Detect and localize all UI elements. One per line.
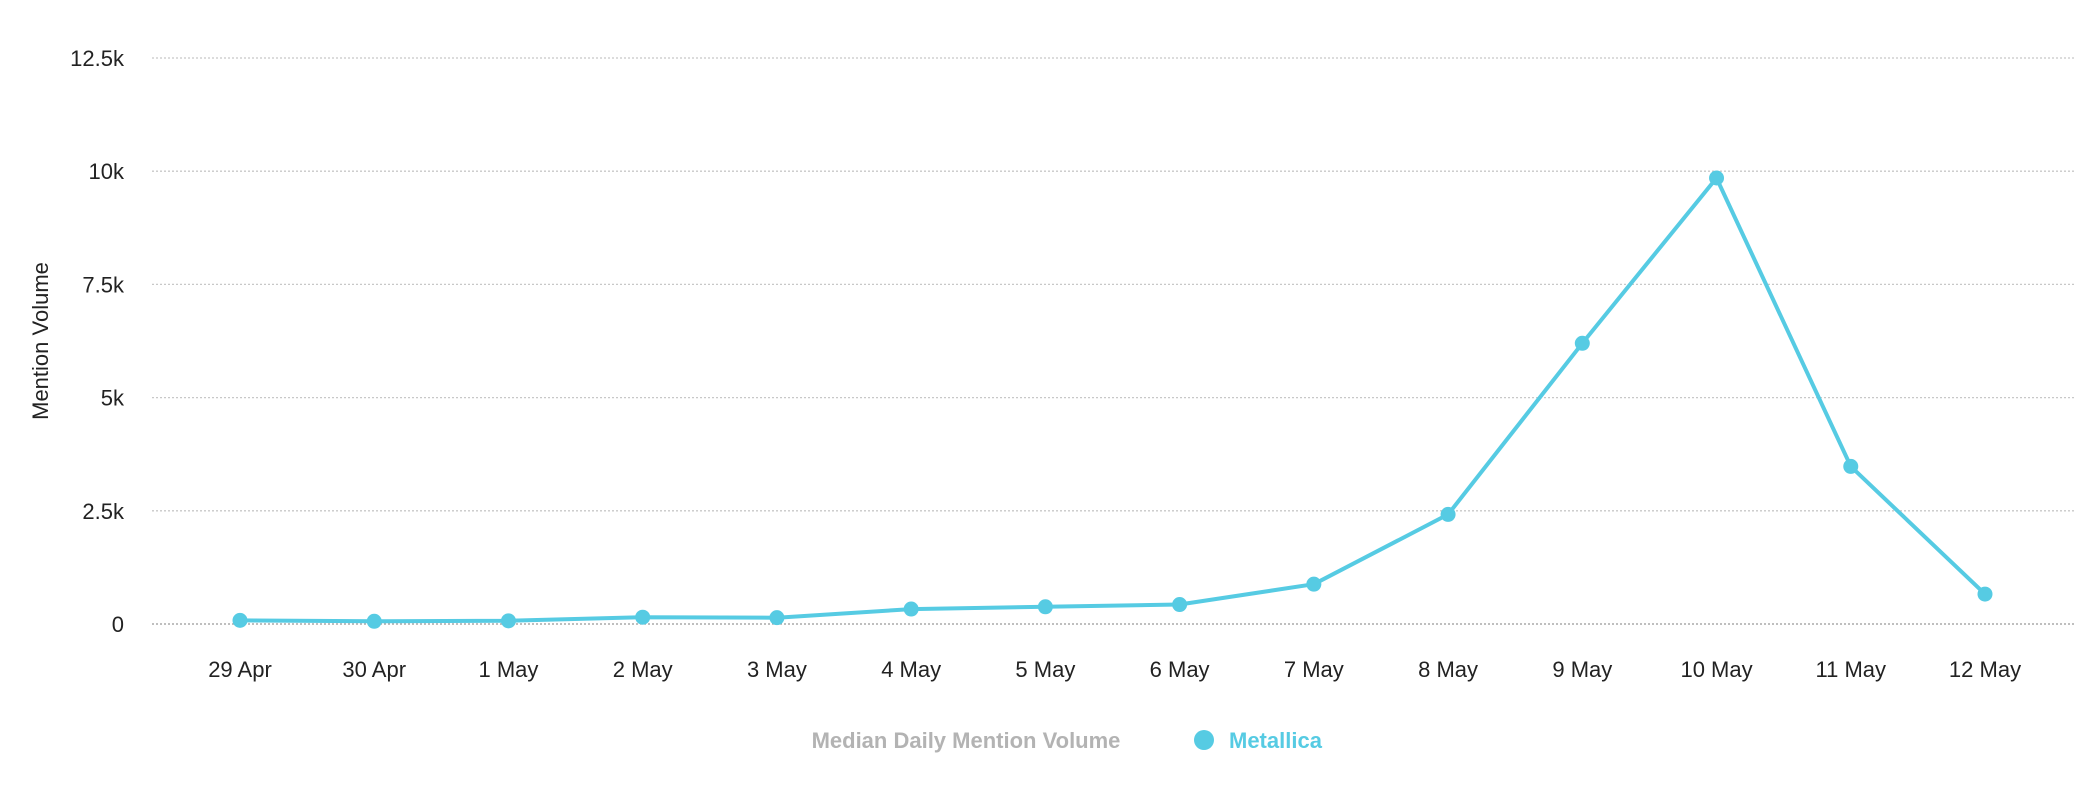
x-tick-label: 6 May <box>1150 657 1210 682</box>
legend: Median Daily Mention Volume Metallica <box>812 728 1323 753</box>
data-point[interactable] <box>635 609 651 625</box>
x-tick-label: 1 May <box>479 657 539 682</box>
data-point[interactable] <box>500 613 516 629</box>
data-point[interactable] <box>366 613 382 629</box>
data-point[interactable] <box>232 612 248 628</box>
data-point[interactable] <box>769 610 785 626</box>
y-tick-label: 12.5k <box>70 46 125 71</box>
x-tick-label: 7 May <box>1284 657 1344 682</box>
legend-item-median-daily-mention-volume[interactable]: Median Daily Mention Volume <box>812 728 1121 753</box>
x-tick-label: 12 May <box>1949 657 2021 682</box>
legend-marker-icon <box>1194 730 1214 750</box>
x-tick-label: 8 May <box>1418 657 1478 682</box>
data-point[interactable] <box>1977 586 1993 602</box>
x-tick-label: 2 May <box>613 657 673 682</box>
data-point[interactable] <box>1843 458 1859 474</box>
x-tick-label: 5 May <box>1015 657 1075 682</box>
data-point[interactable] <box>1709 170 1725 186</box>
y-tick-label: 7.5k <box>82 272 125 297</box>
y-tick-label: 2.5k <box>82 499 125 524</box>
gridlines <box>152 57 2075 625</box>
y-tick-label: 10k <box>89 159 125 184</box>
series-line-metallica <box>239 176 1987 624</box>
y-tick-label: 5k <box>101 386 125 411</box>
series-layer <box>232 170 1993 629</box>
data-point[interactable] <box>903 601 919 617</box>
data-point[interactable] <box>1306 576 1322 592</box>
y-axis: 0 2.5k 5k 7.5k 10k 12.5k <box>70 46 125 637</box>
y-axis-title: Mention Volume <box>28 262 53 420</box>
x-tick-label: 30 Apr <box>342 657 406 682</box>
x-tick-label: 29 Apr <box>208 657 272 682</box>
x-tick-label: 11 May <box>1816 657 1887 682</box>
x-tick-label: 4 May <box>881 657 941 682</box>
data-point[interactable] <box>1440 506 1456 522</box>
data-point[interactable] <box>1037 599 1053 615</box>
y-tick-label: 0 <box>112 612 124 637</box>
x-axis: 29 Apr 30 Apr 1 May 2 May 3 May 4 May 5 May 6 M… <box>208 657 2021 682</box>
data-point[interactable] <box>1574 335 1590 351</box>
x-tick-label: 10 May <box>1680 657 1752 682</box>
x-tick-label: 9 May <box>1552 657 1612 682</box>
legend-item-metallica[interactable]: Metallica <box>1229 728 1323 753</box>
data-point[interactable] <box>1172 597 1188 613</box>
x-tick-label: 3 May <box>747 657 807 682</box>
